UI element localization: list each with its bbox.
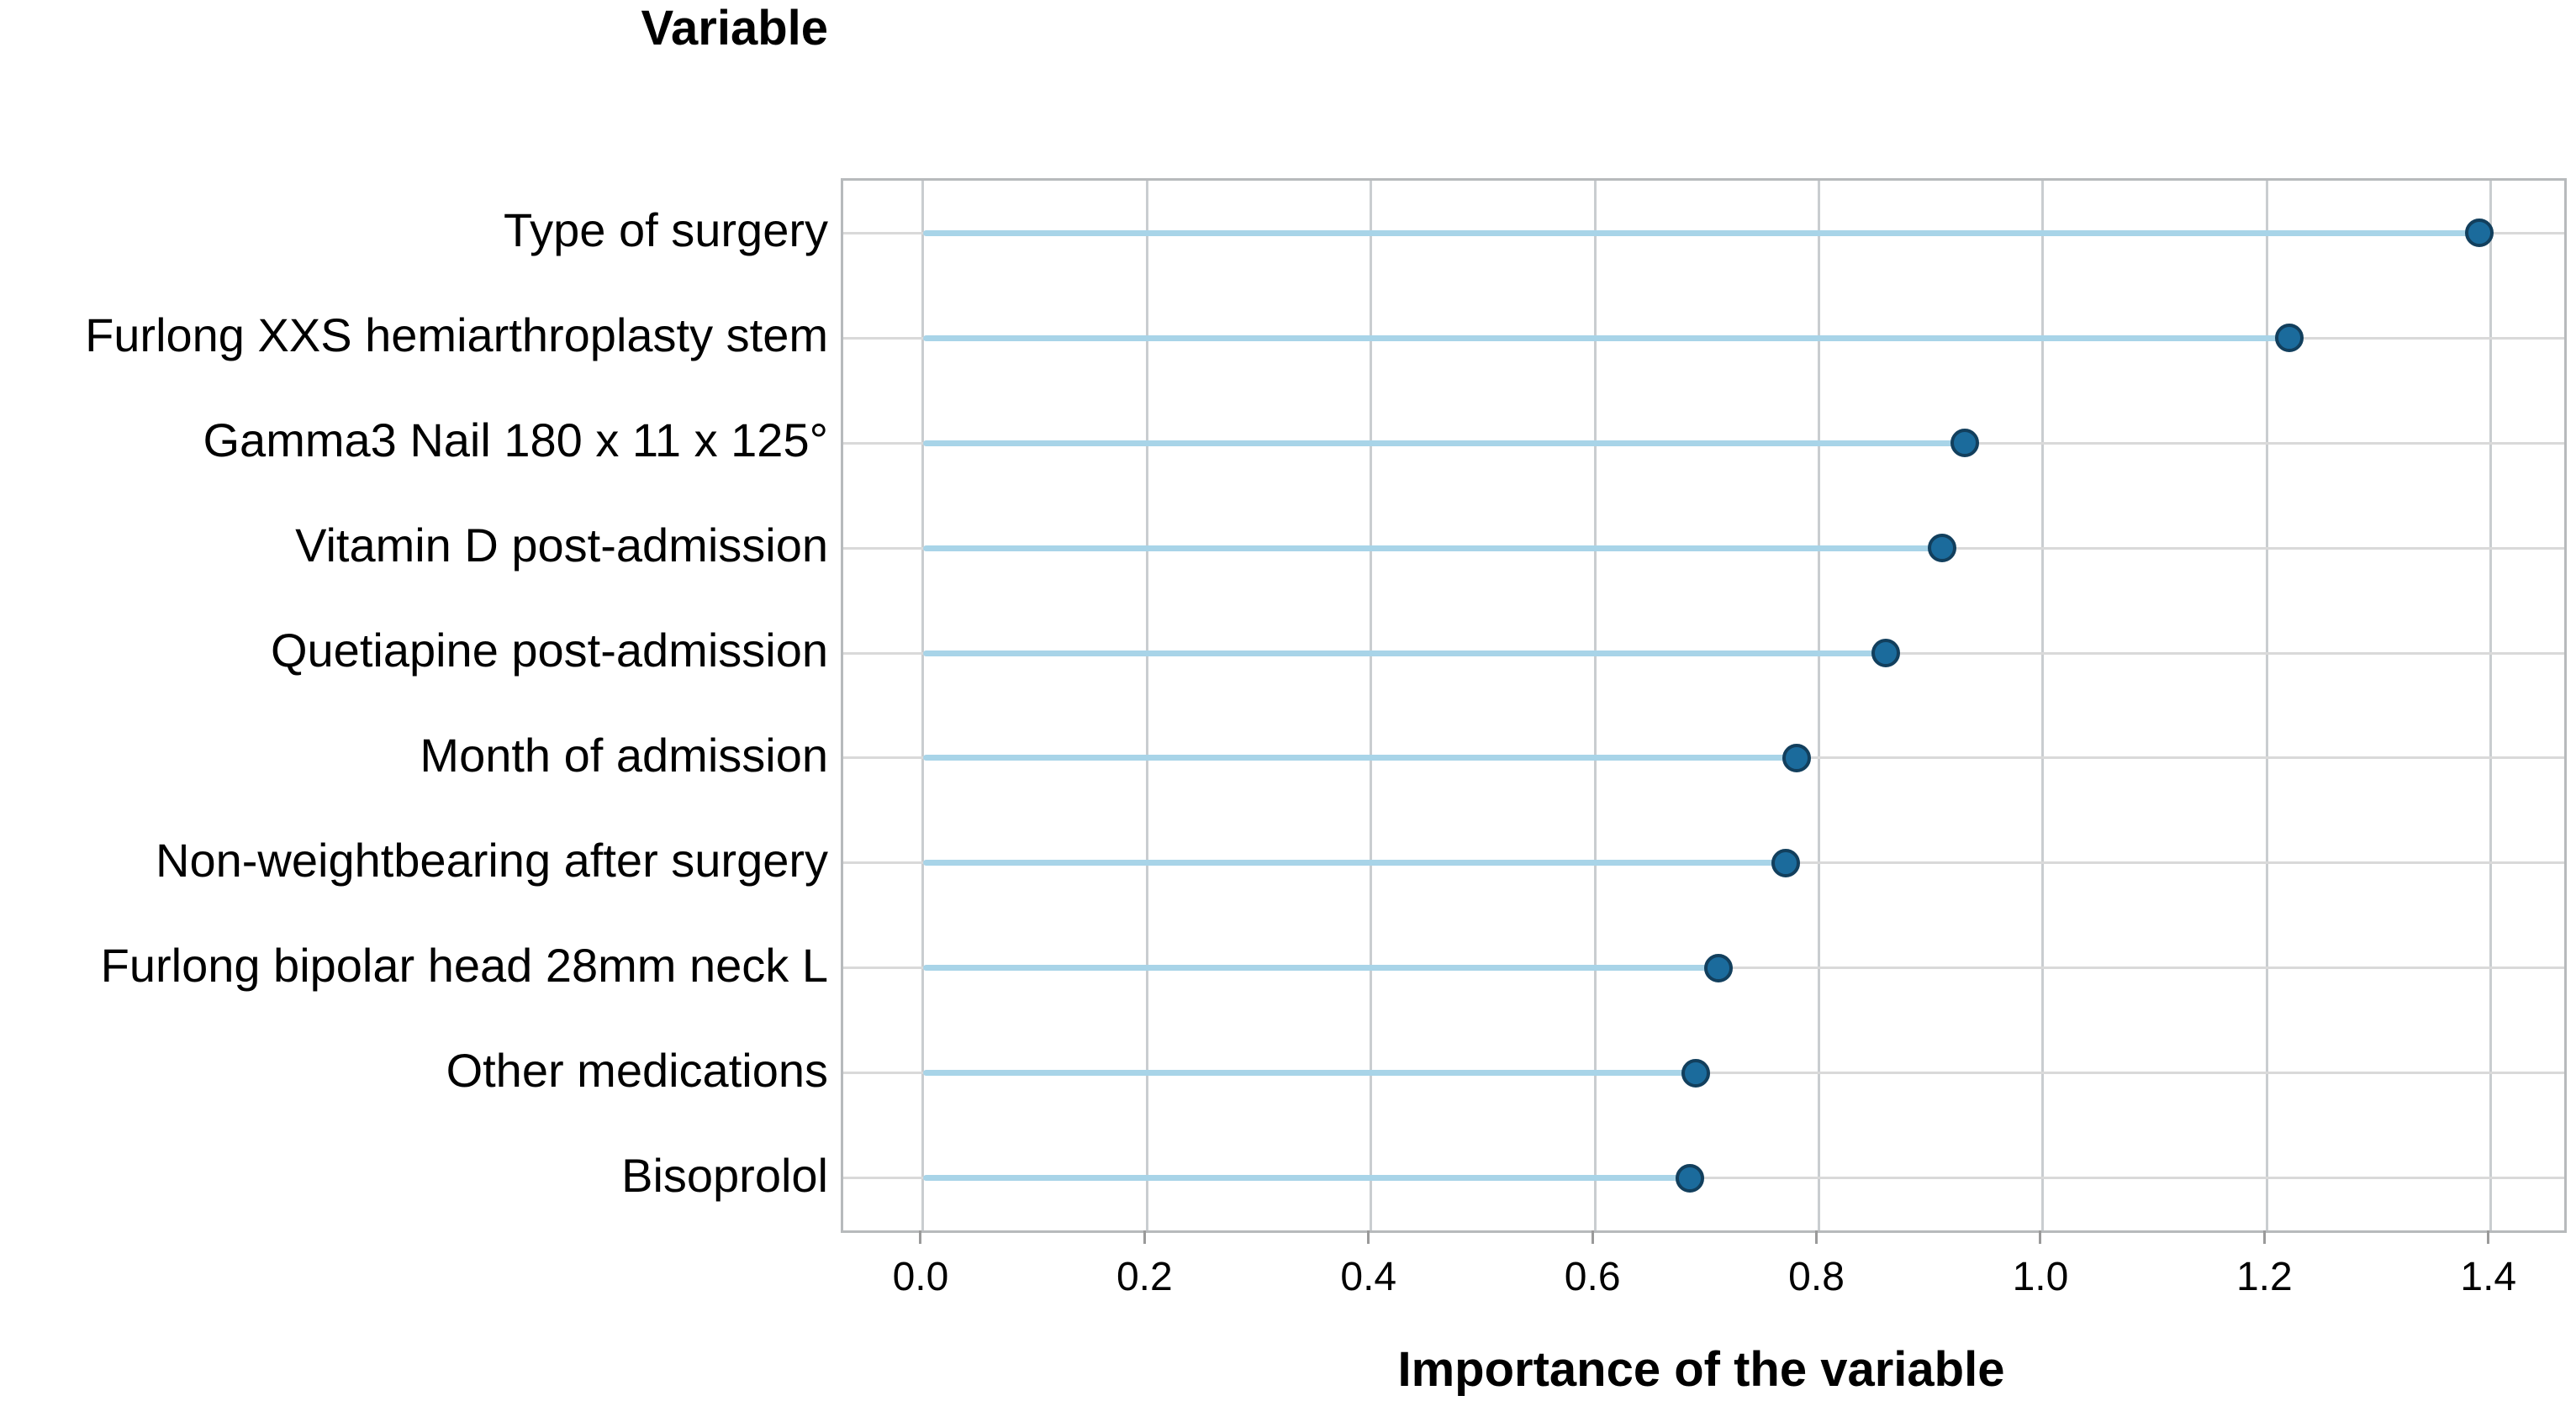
gridline-vertical (1593, 181, 1597, 1230)
x-tick-label: 0.2 (1116, 1255, 1173, 1299)
y-axis-label: Furlong XXS hemiarthroplasty stem (85, 308, 828, 362)
x-tick-mark (1143, 1230, 1146, 1244)
lollipop-stem (922, 229, 2480, 236)
x-tick-label: 0.6 (1564, 1255, 1621, 1299)
gridline-vertical (2041, 181, 2045, 1230)
data-point (1676, 1163, 1705, 1193)
lollipop-stem (922, 334, 2289, 341)
data-point (1928, 534, 1957, 563)
gridline-vertical (921, 181, 925, 1230)
data-point (1950, 429, 1979, 458)
data-point (2465, 219, 2494, 248)
y-axis-label: Month of admission (420, 728, 828, 782)
x-tick-label: 0.8 (1788, 1255, 1845, 1299)
data-point (1703, 953, 1733, 982)
lollipop-stem (922, 1070, 1697, 1077)
lollipop-stem (922, 755, 1797, 761)
y-axis-label: Gamma3 Nail 180 x 11 x 125° (203, 413, 828, 467)
x-tick-label: 1.0 (2012, 1255, 2069, 1299)
lollipop-stem (922, 965, 1718, 972)
y-axis-label: Other medications (446, 1043, 828, 1097)
y-axis-title: Variable (641, 1, 828, 55)
data-point (1871, 639, 1901, 668)
lollipop-stem (922, 650, 1887, 656)
data-point (1782, 743, 1811, 772)
gridline-vertical (2489, 181, 2493, 1230)
data-point (1681, 1058, 1711, 1088)
x-tick-mark (2039, 1230, 2042, 1244)
gridline-vertical (1145, 181, 1148, 1230)
x-tick-label: 0.4 (1340, 1255, 1397, 1299)
lollipop-stem (922, 860, 1786, 866)
y-axis-label: Type of surgery (504, 203, 828, 257)
x-axis-title: Importance of the variable (1397, 1342, 2005, 1397)
plot-panel (841, 178, 2567, 1233)
gridline-vertical (2265, 181, 2268, 1230)
x-tick-mark (1591, 1230, 1594, 1244)
lollipop-stem (922, 1175, 1691, 1182)
x-tick-mark (2262, 1230, 2266, 1244)
x-tick-label: 1.4 (2460, 1255, 2517, 1299)
y-axis-label: Furlong bipolar head 28mm neck L (100, 938, 828, 992)
lollipop-stem (922, 440, 1965, 446)
lollipop-stem (922, 545, 1943, 551)
y-axis-label: Quetiapine post-admission (270, 624, 828, 677)
y-axis-label: Bisoprolol (621, 1148, 828, 1202)
data-point (2274, 324, 2304, 353)
data-point (1771, 848, 1800, 877)
gridline-vertical (1370, 181, 1373, 1230)
x-tick-label: 1.2 (2236, 1255, 2293, 1299)
gridline-vertical (1818, 181, 1821, 1230)
y-axis-label: Non-weightbearing after surgery (156, 833, 828, 887)
x-tick-mark (1815, 1230, 1819, 1244)
x-tick-mark (919, 1230, 922, 1244)
x-tick-label: 0.0 (892, 1255, 949, 1299)
x-tick-mark (2487, 1230, 2490, 1244)
x-tick-mark (1367, 1230, 1370, 1244)
y-axis-label: Vitamin D post-admission (295, 519, 828, 572)
